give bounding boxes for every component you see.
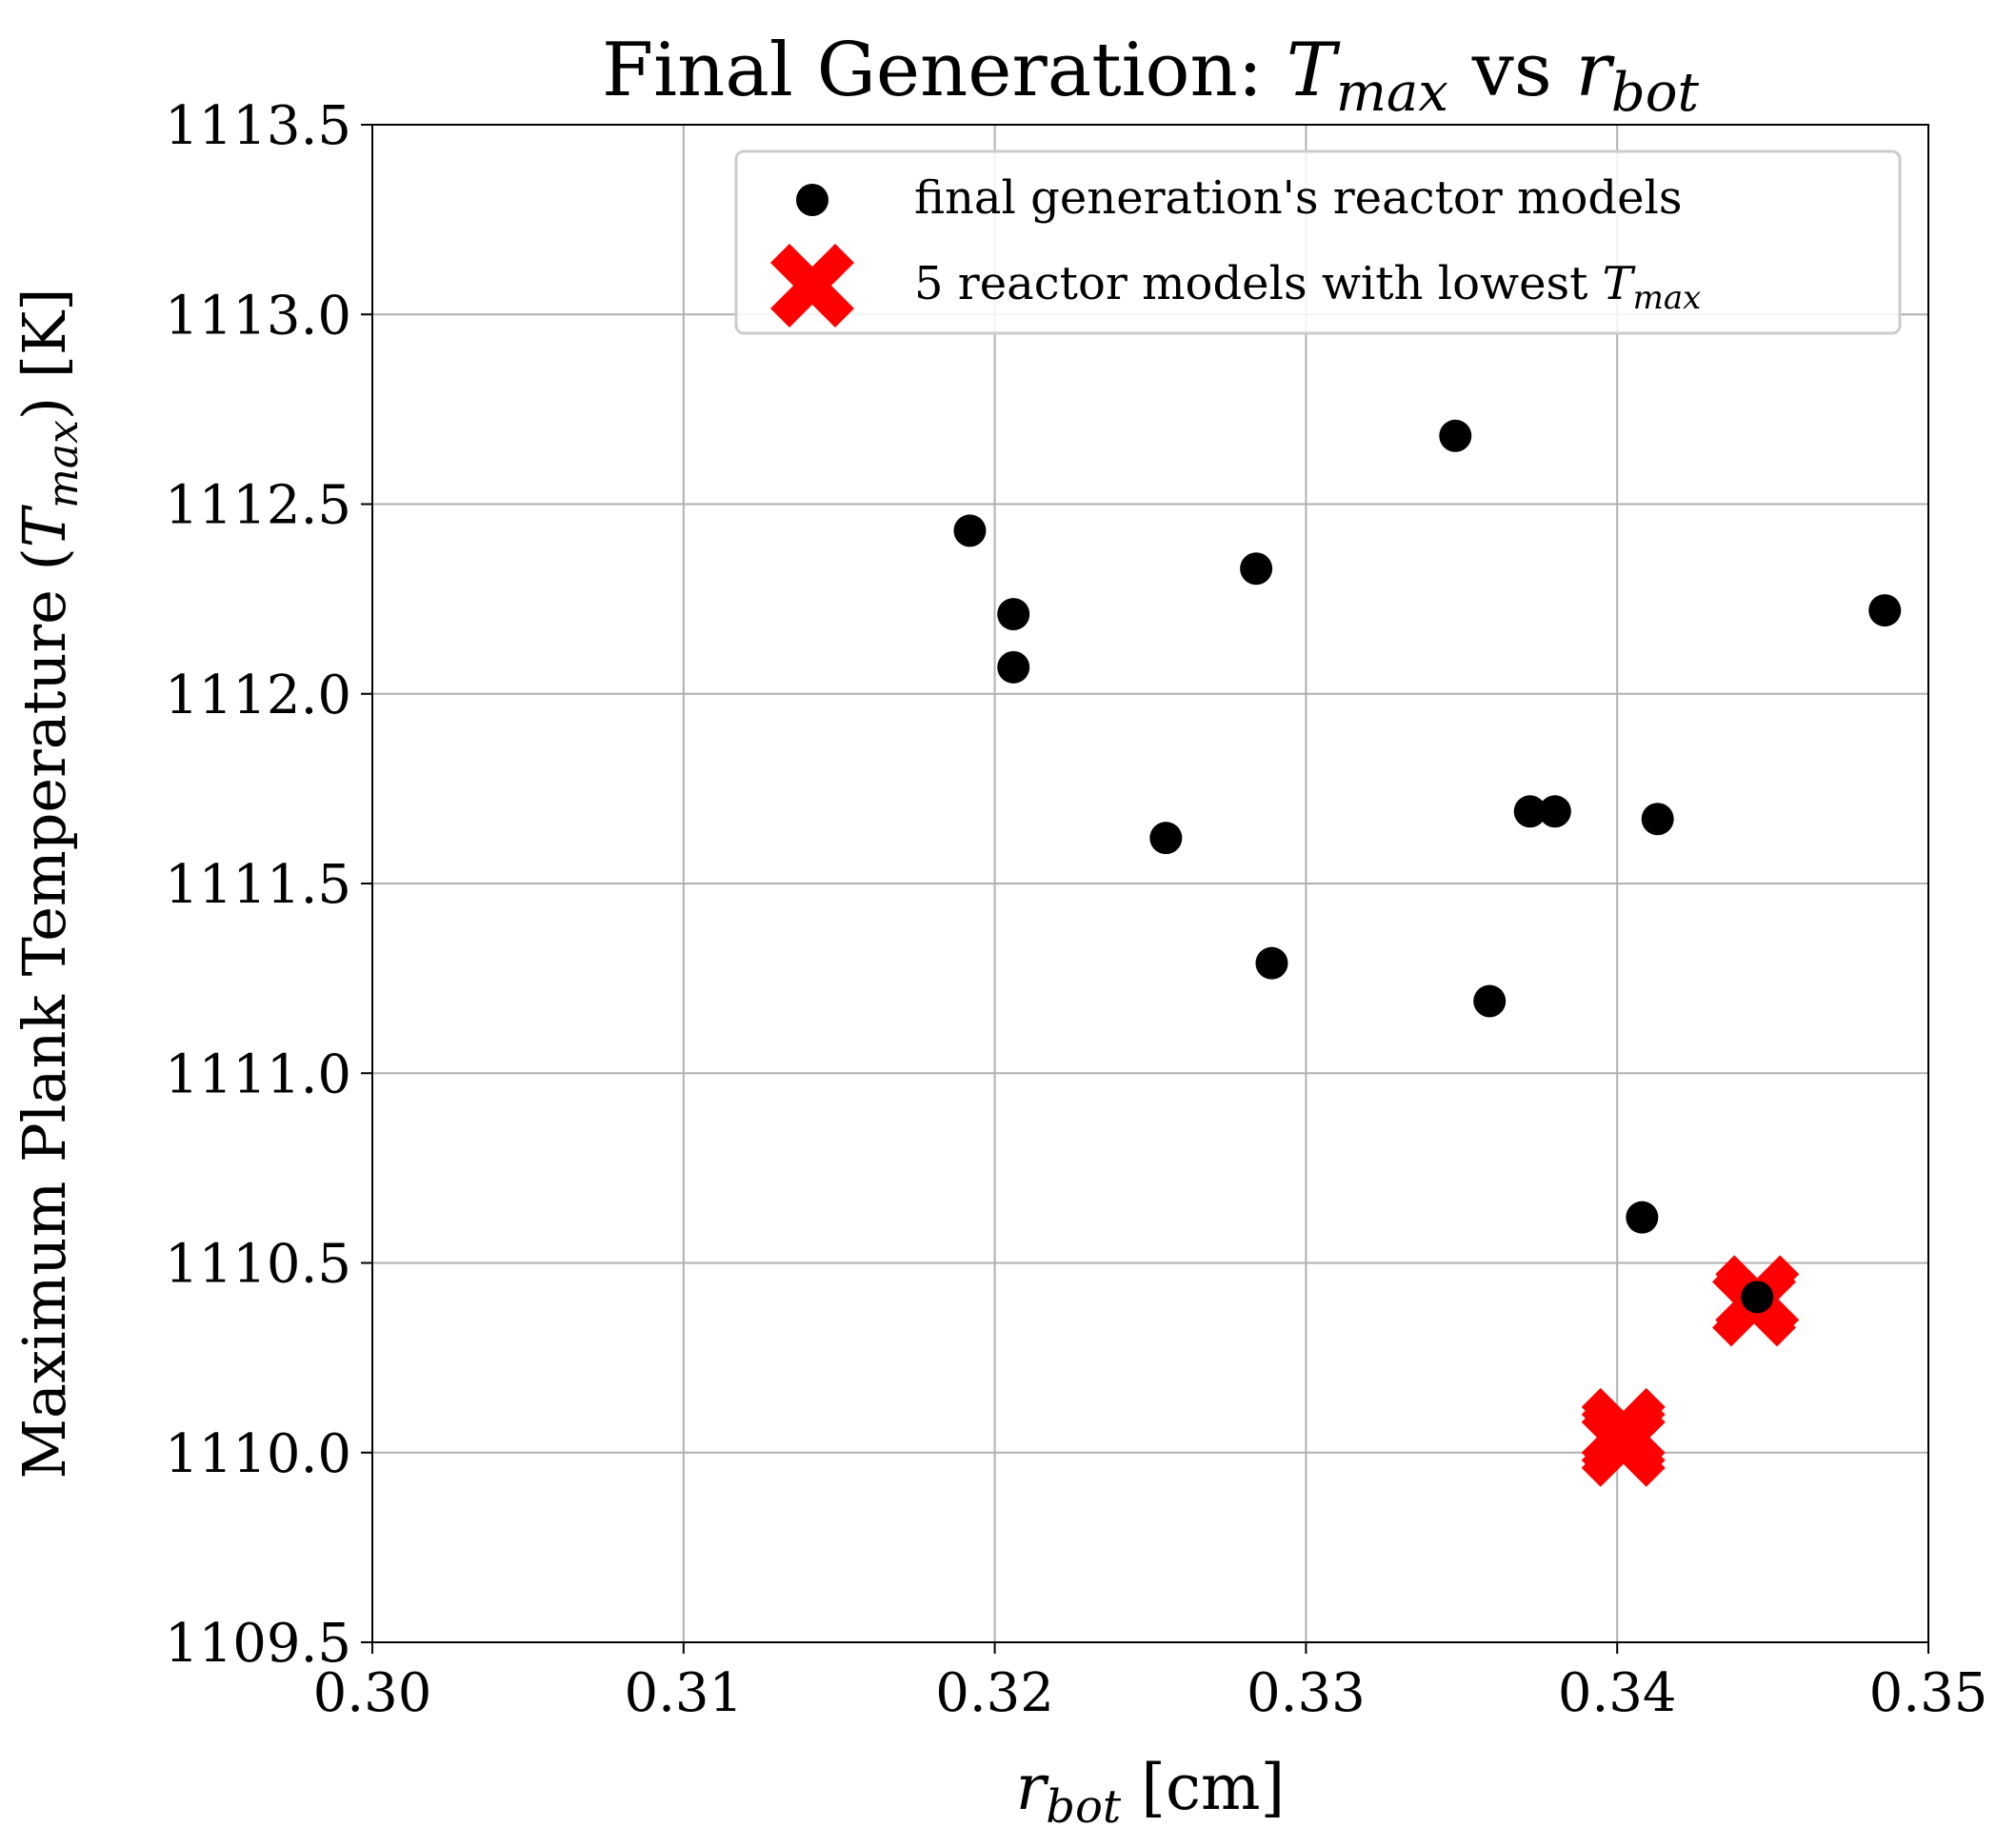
legend-label-series-2: 5 reactor models with lowest Tmax bbox=[914, 257, 1701, 317]
legend: final generation's reactor models 5 reac… bbox=[734, 149, 1902, 335]
data-point-circle bbox=[1513, 795, 1547, 828]
y-tick-label: 1112.0 bbox=[165, 665, 351, 726]
data-point-circle bbox=[953, 514, 987, 547]
y-axis-ticks: 1109.5 1110.0 1110.5 1111.0 1111.5 1112.0 1112… bbox=[165, 95, 372, 1675]
data-point-circle bbox=[1255, 946, 1288, 980]
y-tick-label: 1113.5 bbox=[165, 95, 351, 157]
data-point-circle bbox=[997, 650, 1030, 684]
x-tick-label: 0.31 bbox=[624, 1662, 743, 1724]
data-point-circle bbox=[1473, 984, 1507, 1018]
y-tick-label: 1111.5 bbox=[165, 854, 351, 916]
y-tick-label: 1110.0 bbox=[165, 1423, 351, 1485]
y-axis-label: Maximum Plank Temperature (Tmax) [K] bbox=[10, 288, 88, 1480]
y-tick-label: 1113.0 bbox=[165, 285, 351, 347]
x-tick-label: 0.32 bbox=[935, 1662, 1054, 1724]
data-point-circle bbox=[1240, 552, 1273, 586]
data-point-x bbox=[1581, 1387, 1666, 1472]
x-tick-label: 0.34 bbox=[1558, 1662, 1677, 1724]
data-point-circle bbox=[1538, 795, 1571, 828]
x-tick-label: 0.30 bbox=[313, 1662, 432, 1724]
legend-label-series-1: final generation's reactor models bbox=[914, 171, 1682, 225]
data-point-circle bbox=[1641, 803, 1674, 836]
data-markers bbox=[953, 419, 1902, 1487]
data-point-circle bbox=[997, 598, 1030, 631]
y-tick-label: 1112.5 bbox=[165, 475, 351, 537]
data-point-circle bbox=[1149, 822, 1183, 855]
chart-title: Final Generation: Tmax vs rbot bbox=[602, 28, 1699, 124]
y-tick-label: 1110.5 bbox=[165, 1234, 351, 1296]
data-point-circle bbox=[1626, 1201, 1659, 1234]
legend-box bbox=[734, 149, 1902, 335]
x-axis-label: rbot [cm] bbox=[1016, 1751, 1286, 1834]
data-point-circle bbox=[1741, 1281, 1774, 1314]
legend-marker-x bbox=[770, 244, 854, 328]
data-point-circle bbox=[1439, 419, 1472, 452]
x-tick-label: 0.35 bbox=[1869, 1662, 1988, 1724]
x-tick-label: 0.33 bbox=[1247, 1662, 1366, 1724]
y-tick-label: 1109.5 bbox=[165, 1613, 351, 1675]
y-tick-label: 1111.0 bbox=[165, 1043, 351, 1105]
data-point-circle bbox=[1868, 594, 1902, 627]
x-axis-ticks: 0.30 0.31 0.32 0.33 0.34 0.35 bbox=[313, 1642, 1988, 1724]
legend-marker-circle bbox=[796, 184, 828, 216]
